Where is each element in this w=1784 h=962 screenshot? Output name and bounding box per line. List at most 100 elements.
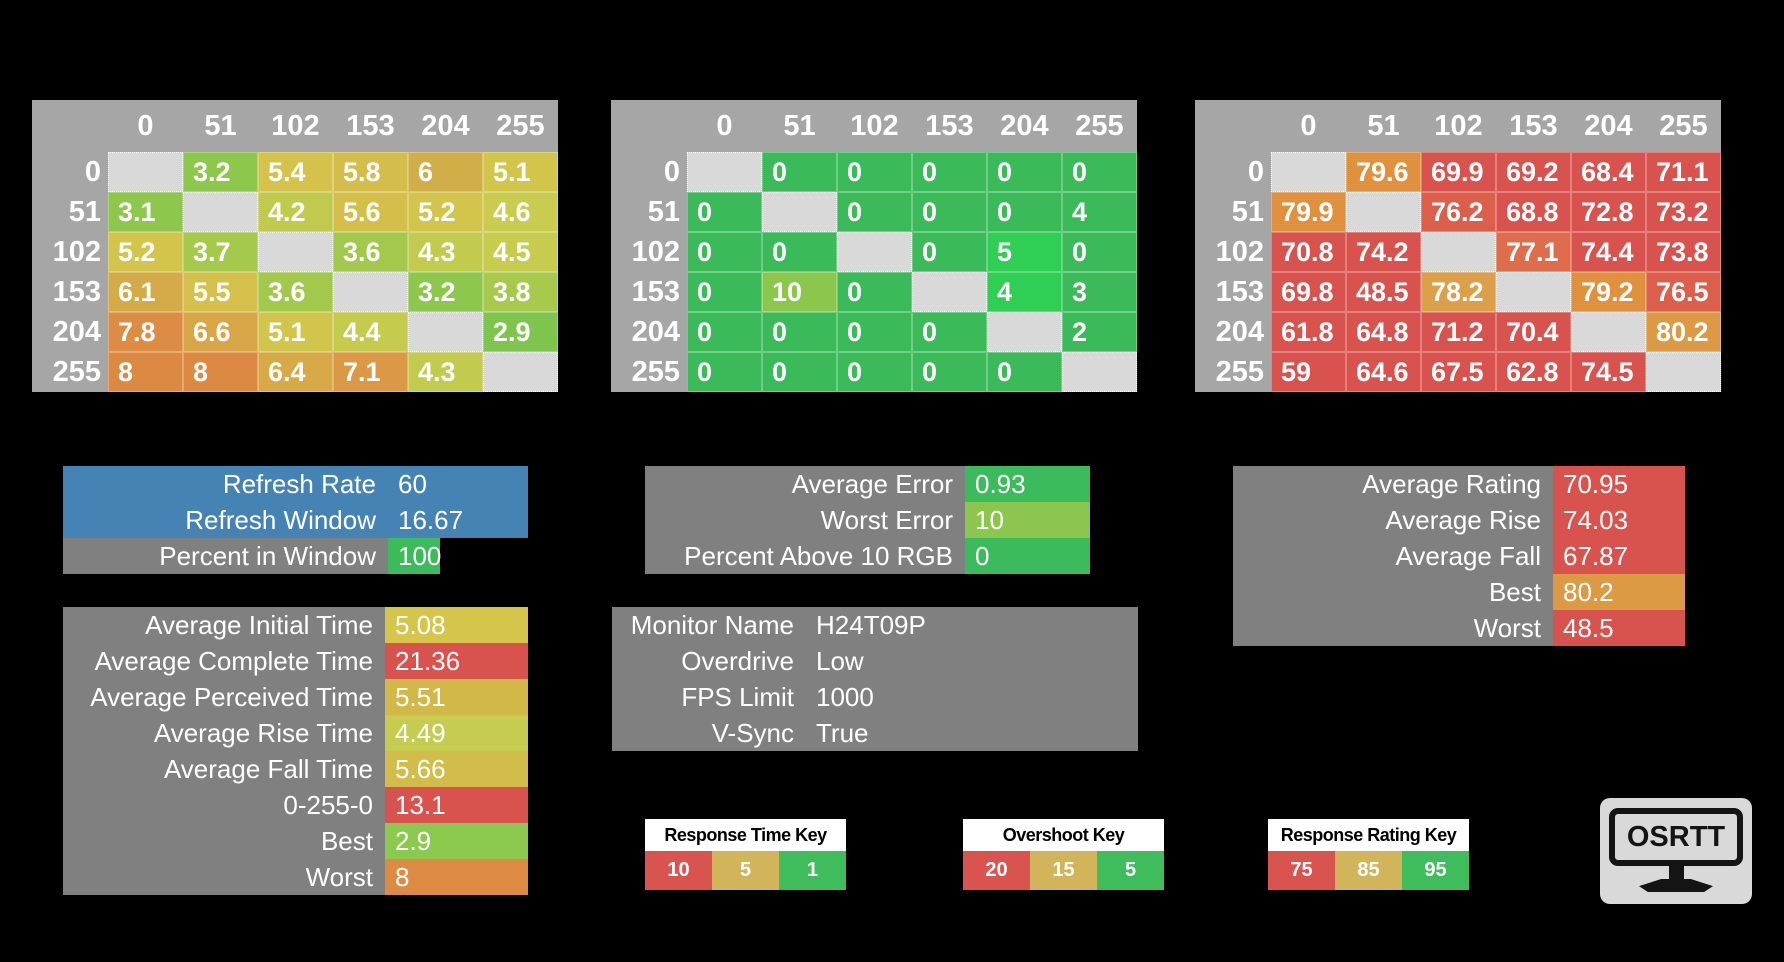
overshoot-cell-153-255: 3 [1062, 272, 1137, 312]
overshoot-diagonal-cell-255 [1062, 352, 1137, 392]
overshoot-cell-0-102: 0 [837, 152, 912, 192]
response-rating-cell-204-51: 64.8 [1346, 312, 1421, 352]
response-times-cell-0-102: 5.4 [258, 152, 333, 192]
times-label: Average Initial Time [63, 607, 385, 643]
times-value: 8 [385, 859, 528, 895]
overshoot-cell-153-51: 10 [762, 272, 837, 312]
overshoot-cell-51-204: 0 [987, 192, 1062, 232]
response-rating-col-header-204: 204 [1571, 100, 1646, 152]
response-times-cell-153-204: 3.2 [408, 272, 483, 312]
rating-value: 80.2 [1553, 574, 1685, 610]
response-times-cell-255-204: 4.3 [408, 352, 483, 392]
rating-value: 48.5 [1553, 610, 1685, 646]
rating-row: Best 80.2 [1233, 574, 1685, 610]
response-times-row-header-204: 204 [32, 312, 108, 352]
response-times-cell-204-102: 5.1 [258, 312, 333, 352]
response-rating-cell-51-102: 76.2 [1421, 192, 1496, 232]
response-times-cell-204-0: 7.8 [108, 312, 183, 352]
rating-value: 67.87 [1553, 538, 1685, 574]
overshoot-cell-255-51: 0 [762, 352, 837, 392]
rating-row: Average Fall 67.87 [1233, 538, 1685, 574]
times-row: Average Complete Time 21.36 [63, 643, 528, 679]
error-value: 10 [965, 502, 1090, 538]
times-label: 0-255-0 [63, 787, 385, 823]
monitor-value: True [806, 715, 1138, 751]
response-rating-cell-0-51: 79.6 [1346, 152, 1421, 192]
rating-row: Average Rise 74.03 [1233, 502, 1685, 538]
response-times-cell-153-102: 3.6 [258, 272, 333, 312]
monitor-row: Monitor Name H24T09P [612, 607, 1138, 643]
overshoot-row-header-102: 102 [611, 232, 687, 272]
response-rating-diagonal-cell-255 [1646, 352, 1721, 392]
times-label: Average Complete Time [63, 643, 385, 679]
monitor-info-box: Monitor Name H24T09P Overdrive Low FPS Limit… [612, 607, 1138, 751]
response-rating-col-header-153: 153 [1496, 100, 1571, 152]
response-time-key-title: Response Time Key [645, 819, 846, 851]
response-rating-diagonal-cell-153 [1496, 272, 1571, 312]
error-row: Average Error 0.93 [645, 466, 1090, 502]
error-label: Worst Error [645, 502, 965, 538]
monitor-label: Monitor Name [612, 607, 806, 643]
response-rating-diagonal-cell-51 [1346, 192, 1421, 232]
response-rating-cell-51-0: 79.9 [1271, 192, 1346, 232]
monitor-value: 1000 [806, 679, 1138, 715]
response-time-key-cells: 10 5 1 [645, 851, 846, 890]
response-time-key: Response Time Key 10 5 1 [645, 819, 846, 890]
overshoot-key-cell-15: 15 [1030, 851, 1097, 890]
times-row: Average Perceived Time 5.51 [63, 679, 528, 715]
response-times-row-header-51: 51 [32, 192, 108, 232]
overshoot-diagonal-cell-102 [837, 232, 912, 272]
response-rating-key-cell-75: 75 [1268, 851, 1335, 890]
response-times-cell-153-0: 6.1 [108, 272, 183, 312]
response-times-cell-0-51: 3.2 [183, 152, 258, 192]
rating-label: Average Fall [1233, 538, 1553, 574]
response-times-cell-204-153: 4.4 [333, 312, 408, 352]
response-times-col-header-0: 0 [108, 100, 183, 152]
overshoot-cell-102-51: 0 [762, 232, 837, 272]
response-times-col-header-102: 102 [258, 100, 333, 152]
refresh-row: Refresh Rate 60 [63, 466, 528, 502]
times-label: Average Rise Time [63, 715, 385, 751]
refresh-value: 100 [388, 538, 441, 574]
refresh-row: Percent in Window 100 [63, 538, 528, 574]
overshoot-cell-255-102: 0 [837, 352, 912, 392]
response-rating-cell-51-204: 72.8 [1571, 192, 1646, 232]
response-rating-cell-0-255: 71.1 [1646, 152, 1721, 192]
overshoot-col-header-153: 153 [912, 100, 987, 152]
response-rating-key-cell-95: 95 [1402, 851, 1469, 890]
response-rating-corner-cell [1195, 100, 1271, 152]
refresh-value: 60 [388, 466, 528, 502]
refresh-label: Percent in Window [63, 538, 388, 574]
response-rating-cell-204-102: 71.2 [1421, 312, 1496, 352]
overshoot-cell-51-0: 0 [687, 192, 762, 232]
monitor-row: Overdrive Low [612, 643, 1138, 679]
error-summary-box: Average Error 0.93 Worst Error 10 Percent Ab… [645, 466, 1090, 574]
response-times-cell-0-153: 5.8 [333, 152, 408, 192]
rating-label: Average Rating [1233, 466, 1553, 502]
rating-summary-box: Average Rating 70.95 Average Rise 74.03 Aver… [1233, 466, 1685, 646]
overshoot-row-header-153: 153 [611, 272, 687, 312]
response-rating-col-header-102: 102 [1421, 100, 1496, 152]
response-rating-cell-102-255: 73.8 [1646, 232, 1721, 272]
overshoot-cell-0-204: 0 [987, 152, 1062, 192]
response-times-row-header-0: 0 [32, 152, 108, 192]
rating-row: Worst 48.5 [1233, 610, 1685, 646]
response-rating-cell-153-51: 48.5 [1346, 272, 1421, 312]
monitor-label: FPS Limit [612, 679, 806, 715]
monitor-value: H24T09P [806, 607, 1138, 643]
overshoot-diagonal-cell-51 [762, 192, 837, 232]
response-rating-key-cells: 75 85 95 [1268, 851, 1469, 890]
response-times-col-header-255: 255 [483, 100, 558, 152]
overshoot-cell-102-204: 5 [987, 232, 1062, 272]
error-row: Worst Error 10 [645, 502, 1090, 538]
response-rating-col-header-255: 255 [1646, 100, 1721, 152]
monitor-label: Overdrive [612, 643, 806, 679]
response-times-cell-255-153: 7.1 [333, 352, 408, 392]
response-times-cell-204-255: 2.9 [483, 312, 558, 352]
overshoot-cell-204-51: 0 [762, 312, 837, 352]
overshoot-row-header-0: 0 [611, 152, 687, 192]
response-times-cell-102-51: 3.7 [183, 232, 258, 272]
times-value: 5.66 [385, 751, 528, 787]
times-value: 5.51 [385, 679, 528, 715]
response-rating-cell-204-255: 80.2 [1646, 312, 1721, 352]
